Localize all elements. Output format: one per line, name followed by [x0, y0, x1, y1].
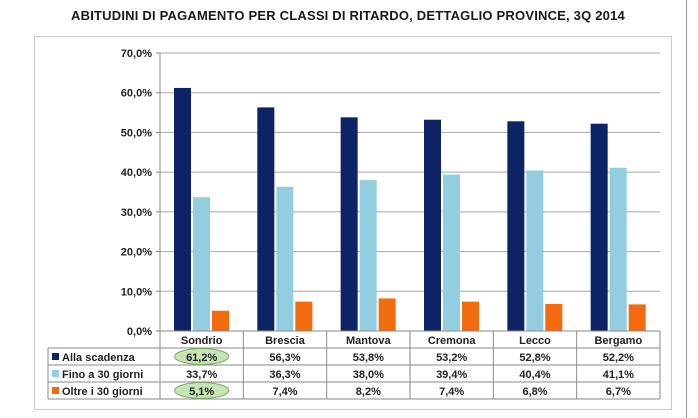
data-label: 39,4% — [436, 369, 467, 381]
data-label: 61,2% — [186, 352, 217, 364]
bar-alla-scadenza-bergamo — [590, 123, 608, 331]
chart-title: ABITUDINI DI PAGAMENTO PER CLASSI DI RIT… — [71, 8, 625, 23]
bar-alla-scadenza-mantova — [340, 117, 358, 331]
bar-oltre-i-30-giorni-mantova — [378, 298, 396, 331]
x-tick-label: Cremona — [428, 335, 477, 347]
highlight-marker — [174, 348, 230, 365]
y-tick-label: 50,0% — [121, 127, 152, 139]
data-label: 40,4% — [519, 369, 550, 381]
bar-fino-a-30-giorni-brescia — [276, 186, 294, 331]
x-tick-label: Sondrio — [181, 335, 223, 347]
bar-oltre-i-30-giorni-lecco — [545, 303, 563, 331]
y-tick-label: 70,0% — [121, 48, 152, 60]
bar-fino-a-30-giorni-lecco — [526, 170, 544, 331]
bar-alla-scadenza-sondrio — [174, 87, 191, 331]
highlight-marker — [174, 382, 230, 399]
bar-alla-scadenza-cremona — [424, 119, 441, 331]
x-tick-label: Brescia — [265, 335, 306, 347]
data-label: 6,8% — [522, 386, 547, 398]
bar-fino-a-30-giorni-mantova — [359, 180, 377, 331]
data-label: 52,2% — [603, 352, 634, 364]
legend-label: Oltre i 30 giorni — [62, 386, 143, 398]
y-axis: 0,0% 10,0% 20,0% 30,0% 40,0% 50,0% 60,0% 70,0% — [121, 48, 161, 338]
data-label: 6,7% — [606, 386, 631, 398]
legend-swatch-fino-a-30-giorni — [52, 370, 59, 377]
data-label: 41,1% — [603, 369, 634, 381]
data-label: 36,3% — [269, 369, 300, 381]
gridlines — [160, 52, 660, 332]
bars — [174, 87, 646, 332]
data-label: 53,8% — [353, 352, 384, 364]
window-edge-divider — [686, 0, 687, 418]
y-tick-label: 0,0% — [127, 326, 152, 338]
data-table: Sondrio Brescia Mantova Cremona Lecco Bergamo… — [47, 330, 661, 400]
legend-swatch-oltre-i-30-giorni — [52, 387, 59, 394]
data-label: 56,3% — [269, 352, 300, 364]
data-label: 33,7% — [186, 369, 217, 381]
bar-fino-a-30-giorni-sondrio — [193, 197, 210, 331]
x-tick-label: Lecco — [519, 335, 551, 347]
legend-swatch-alla-scadenza — [52, 353, 59, 360]
y-tick-label: 60,0% — [121, 88, 152, 100]
bar-oltre-i-30-giorni-cremona — [462, 301, 479, 331]
bar-oltre-i-30-giorni-brescia — [295, 301, 313, 331]
data-label: 5,1% — [189, 386, 214, 398]
data-label: 7,4% — [439, 386, 464, 398]
y-tick-label: 20,0% — [121, 247, 152, 259]
bar-fino-a-30-giorni-bergamo — [609, 167, 627, 331]
x-tick-label: Bergamo — [594, 335, 642, 347]
data-label: 53,2% — [436, 352, 467, 364]
bar-fino-a-30-giorni-cremona — [443, 174, 460, 331]
data-label: 8,2% — [356, 386, 381, 398]
x-tick-label: Mantova — [346, 335, 392, 347]
y-tick-label: 30,0% — [121, 207, 152, 219]
bar-alla-scadenza-brescia — [257, 107, 275, 331]
data-label: 7,4% — [272, 386, 297, 398]
bar-oltre-i-30-giorni-bergamo — [628, 304, 646, 331]
y-tick-label: 10,0% — [121, 286, 152, 298]
bar-alla-scadenza-lecco — [507, 121, 525, 332]
y-tick-label: 40,0% — [121, 167, 152, 179]
legend-label: Fino a 30 giorni — [62, 369, 143, 381]
data-label: 52,8% — [519, 352, 550, 364]
data-label: 38,0% — [353, 369, 384, 381]
bar-oltre-i-30-giorni-sondrio — [212, 310, 229, 331]
legend-label: Alla scadenza — [62, 352, 136, 364]
